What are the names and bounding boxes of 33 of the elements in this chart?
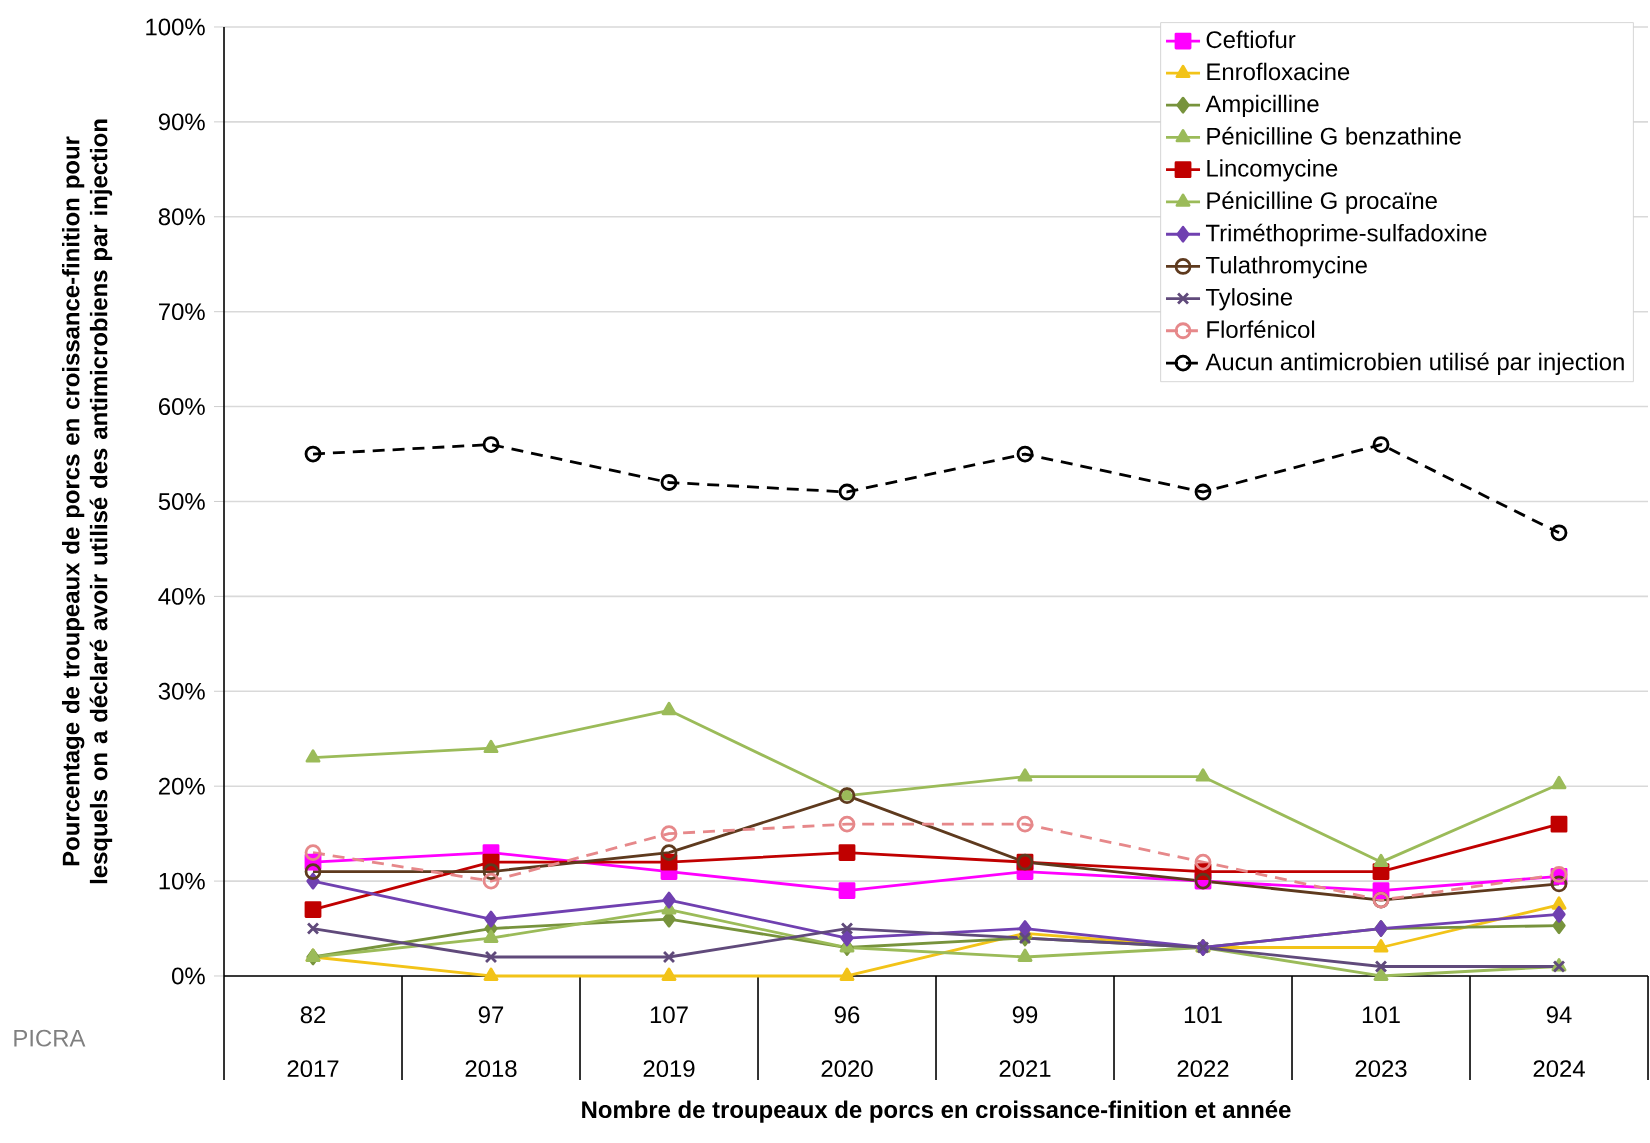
category-label: 99 2021 — [999, 1006, 1051, 1078]
y-tick-label: 20% — [158, 777, 205, 795]
y-tick-label: 60% — [159, 398, 205, 416]
legend-label: Ceftiofur — [1206, 30, 1296, 49]
y-tick-label: 30% — [158, 682, 205, 700]
legend-label: Lincomycine — [1207, 159, 1338, 182]
category-label: 94 2024 — [1533, 1006, 1585, 1078]
legend-label: Tylosine — [1205, 288, 1293, 311]
y-tick-label: 80% — [158, 208, 205, 226]
y-tick-label: 0% — [172, 967, 205, 985]
category-label: 101 2023 — [1355, 1006, 1407, 1078]
legend-label: Aucun antimicrobien utilisé par injection — [1205, 352, 1624, 376]
category-label: 82 2017 — [287, 1006, 339, 1078]
x-axis-title: Nombre de troupeaux de porcs en croissance-finition et année — [582, 1100, 1291, 1123]
y-tick-label: 70% — [159, 303, 205, 321]
y-tick-label: 100% — [146, 18, 205, 36]
y-tick-label: 40% — [158, 587, 205, 605]
category-label: 97 2018 — [465, 1006, 517, 1078]
legend-label: Pénicilline G procaïne — [1207, 191, 1437, 214]
legend-label: Tulathromycine — [1205, 256, 1367, 279]
legend-label: Ampicilline — [1205, 94, 1319, 118]
category-label: 101 2022 — [1177, 1006, 1229, 1078]
legend-label: Pénicilline G benzathine — [1207, 126, 1461, 145]
category-label: 96 2020 — [821, 1006, 873, 1078]
y-tick-label: 10% — [159, 872, 205, 890]
legend-label: Florfénicol — [1207, 320, 1315, 338]
y-tick-label: 90% — [158, 113, 205, 131]
y-axis-title: Pourcentage de troupeaux de porcs en croissance-finition pour lesquels on a déclaré avoir utilisé des antimicrobiens par injection — [61, 119, 113, 884]
category-label: 107 2019 — [643, 1006, 695, 1078]
y-tick-label: 50% — [158, 493, 205, 510]
legend-label: Enrofloxacine — [1207, 62, 1350, 81]
legend-label: Triméthoprime-sulfadoxine — [1205, 223, 1487, 247]
text: PICRA — [14, 1029, 86, 1047]
